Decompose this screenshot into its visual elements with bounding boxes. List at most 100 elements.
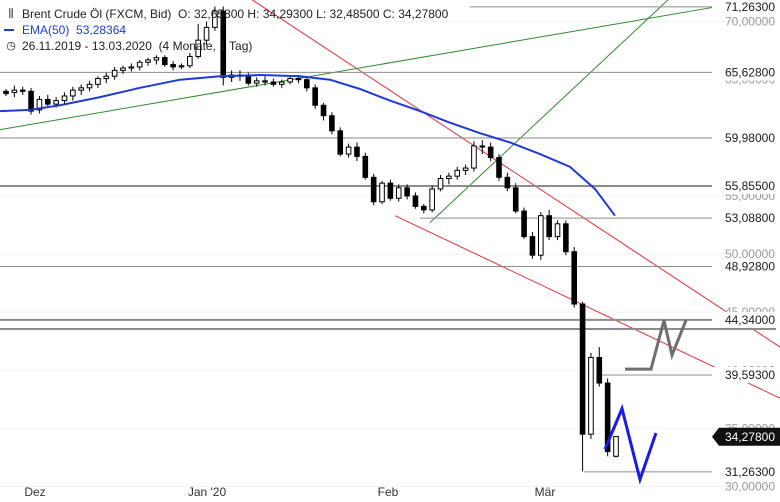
candle-body: [596, 356, 603, 384]
x-axis-labels: Dez Jan '20 Feb Mär: [24, 485, 555, 499]
candle-body: [379, 182, 385, 203]
period: (4 Monate, 1 Tag): [158, 38, 253, 53]
chart-legend-range: ◷ 26.11.2019 - 13.03.2020 (4 Monate, 1 Ta…: [4, 38, 252, 53]
level-label-box: [712, 258, 780, 275]
candle-body: [404, 187, 410, 197]
x-tick-label: Mär: [535, 485, 556, 499]
candle-body: [86, 83, 93, 89]
candle-body: [412, 195, 419, 207]
level-label-box: [712, 177, 780, 194]
chart-legend-title: ⫼ Brent Crude Öl (FXCM, Bid) O: 32,65800 …: [4, 6, 448, 21]
ema-value: 53,28364: [76, 22, 127, 37]
chart-legend-ema: EMA(50) 53,28364: [4, 22, 126, 37]
candle-body: [36, 98, 43, 111]
last-price-label: 34,27800: [725, 430, 775, 444]
candle-body: [529, 236, 536, 256]
candle-body: [70, 89, 76, 97]
candle-body: [270, 81, 277, 85]
candle-body: [136, 61, 143, 68]
ema-label: EMA(50): [22, 22, 70, 37]
candle-body: [220, 10, 227, 78]
level-label: 48,92800: [725, 259, 775, 273]
candle-body: [571, 251, 578, 305]
level-label: 55,85500: [725, 179, 775, 193]
candle-body: [387, 182, 394, 199]
candle-body: [471, 145, 477, 169]
candle-body: [395, 187, 402, 199]
candle-body: [187, 55, 193, 67]
candle-body: [370, 176, 377, 203]
candle-body: [521, 210, 527, 238]
candle-body: [429, 188, 435, 211]
candle-body: [312, 87, 318, 106]
candle-body: [604, 382, 611, 453]
candle-body: [195, 39, 201, 57]
projections: [603, 319, 688, 485]
level-label-box: [712, 130, 780, 147]
y-tick-label: 70,00000: [725, 15, 775, 29]
trendlines: [0, 0, 780, 399]
candle-body: [53, 100, 59, 105]
x-tick-label: Jan '20: [188, 485, 227, 499]
trendline: [0, 4, 726, 131]
candlestick-icon: ⫼: [8, 7, 14, 20]
candle-body: [354, 146, 360, 157]
level-label: 71,26300: [725, 0, 775, 14]
instrument-title: Brent Crude Öl (FXCM, Bid): [22, 6, 172, 21]
candle-body: [362, 155, 369, 178]
candle-body: [262, 80, 268, 83]
candle-body: [462, 167, 469, 171]
candle-body: [28, 90, 34, 112]
level-label: 44,34000: [725, 313, 775, 327]
candle-body: [579, 303, 586, 435]
x-tick-label: Dez: [24, 485, 45, 499]
level-label: 31,26300: [725, 465, 775, 479]
level-label-box: [712, 210, 780, 227]
candle-body: [320, 104, 327, 117]
candle-body: [487, 146, 494, 159]
x-tick-label: Feb: [378, 485, 399, 499]
date-range: 26.11.2019 - 13.03.2020: [22, 38, 152, 53]
candle-body: [11, 89, 18, 93]
level-label-box: [712, 367, 780, 384]
candle-body: [588, 356, 594, 435]
candle-body: [128, 66, 135, 69]
candle-body: [287, 78, 293, 83]
trendline: [429, 0, 669, 224]
candle-body: [170, 64, 176, 68]
level-label: 65,62800: [725, 65, 775, 79]
candle-body: [245, 75, 252, 84]
candle-body: [563, 223, 569, 253]
candle-body: [546, 215, 552, 238]
candle-body: [19, 89, 26, 92]
candles: [3, 6, 619, 472]
projection-path: [603, 403, 658, 485]
candle-body: [437, 177, 444, 190]
y-axis-labels: 30,0000035,0000040,0000045,0000050,00000…: [712, 0, 780, 494]
ema-swatch-icon: [4, 28, 14, 31]
candle-body: [537, 215, 544, 256]
projection-path: [625, 319, 688, 371]
candle-body: [329, 115, 335, 132]
candle-body: [145, 59, 151, 63]
level-label-box: [712, 463, 780, 480]
candle-body: [345, 146, 352, 155]
candle-body: [212, 10, 218, 28]
level-label-box: [712, 0, 780, 15]
ohlc-values: O: 32,65800 H: 34,29300 L: 32,48500 C: 3…: [178, 6, 449, 21]
candle-body: [278, 81, 285, 85]
candle-body: [295, 78, 302, 81]
last-price-badge: [712, 427, 780, 446]
candle-body: [337, 130, 344, 155]
candle-body: [153, 57, 160, 61]
candle-body: [454, 169, 461, 177]
y-tick-label: 30,00000: [725, 480, 775, 494]
candle-body: [95, 78, 101, 85]
ema50-line: [0, 74, 616, 217]
candle-body: [203, 26, 210, 41]
candle-body: [78, 87, 85, 91]
candle-body: [446, 175, 452, 179]
candle-body: [120, 67, 126, 71]
candle-body: [161, 57, 168, 66]
